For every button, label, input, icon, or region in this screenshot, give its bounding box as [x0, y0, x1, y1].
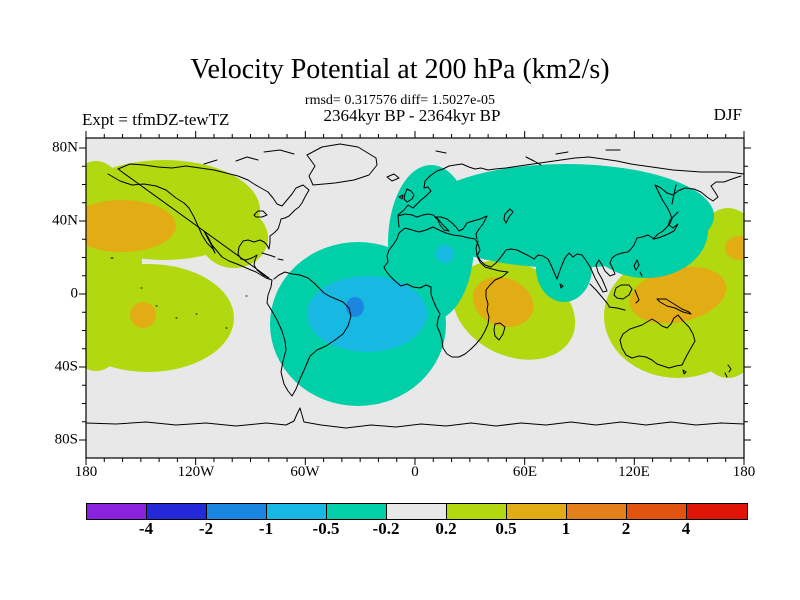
experiment-label: Expt = tfmDZ-tewTZ — [82, 110, 230, 129]
lon-label-120e: 120E — [618, 464, 650, 480]
colorbar-label: -4 — [138, 519, 154, 538]
coastlines — [86, 143, 744, 429]
lon-label-120w: 120W — [177, 464, 215, 480]
lon-label-60w: 60W — [290, 464, 320, 480]
colorbar-label: 2 — [621, 519, 631, 538]
axis-ticks — [79, 131, 751, 465]
lat-label-0: 0 — [70, 285, 79, 302]
colorbar-segment — [327, 504, 387, 519]
colorbar-segment — [567, 504, 627, 519]
colorbar-label: -1 — [258, 519, 274, 538]
colorbar-segment — [627, 504, 687, 519]
stats-line: rmsd= 0.317576 diff= 1.5027e-05 — [304, 93, 496, 108]
lat-label-80s: 80S — [54, 431, 78, 448]
colorbar-label: -0.2 — [372, 519, 400, 538]
plot-title: Velocity Potential at 200 hPa (km2/s) — [190, 54, 610, 85]
colorbar-label: 0.2 — [435, 519, 457, 538]
lon-label-60e: 60E — [512, 464, 538, 480]
colorbar-label: -2 — [198, 519, 214, 538]
colorbar-label: 1 — [561, 519, 571, 538]
colorbar-label: 4 — [681, 519, 691, 538]
lat-label-40n: 40N — [52, 212, 78, 229]
lon-label-180w: 180 — [74, 464, 98, 480]
contour-regions — [86, 160, 744, 406]
colorbar-segment — [687, 504, 747, 519]
period-line: 2364kyr BP - 2364kyr BP — [323, 106, 501, 125]
lon-label-0: 0 — [411, 464, 419, 480]
colorbar-segment — [87, 504, 147, 519]
colorbar-label: -0.5 — [312, 519, 340, 538]
lat-label-80n: 80N — [52, 139, 78, 156]
colorbar-segment — [447, 504, 507, 519]
colorbar-segment — [207, 504, 267, 519]
season-label: DJF — [713, 105, 742, 124]
map-plot — [79, 131, 751, 465]
colorbar-segment — [267, 504, 327, 519]
colorbar-segment — [387, 504, 447, 519]
colorbar — [86, 503, 748, 520]
colorbar-segment — [507, 504, 567, 519]
colorbar-label: 0.5 — [495, 519, 517, 538]
lat-label-40s: 40S — [54, 358, 78, 375]
colorbar-segment — [147, 504, 207, 519]
lon-label-180e: 180 — [732, 464, 756, 480]
